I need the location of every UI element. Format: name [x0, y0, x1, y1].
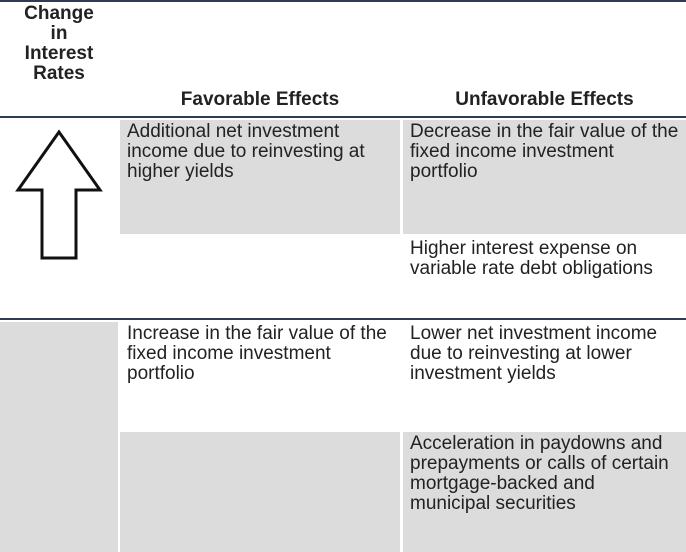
- header-unfavorable: Unfavorable Effects: [455, 89, 634, 110]
- cell-bg: [403, 120, 686, 234]
- header-favorable: Favorable Effects: [180, 89, 340, 110]
- cell-bg: [120, 432, 400, 552]
- favorable: Increase in the fair value of the fixed …: [127, 323, 387, 384]
- unfavorable: Decrease in the fair value of the fixed …: [410, 121, 679, 182]
- cell-bg: [120, 120, 400, 234]
- rule: [0, 318, 686, 320]
- up-arrow: [15, 129, 103, 260]
- favorable: Additional net investment income due to …: [127, 121, 365, 182]
- unfavorable: Lower net investment income due to reinv…: [410, 323, 658, 384]
- rule: [0, 116, 686, 118]
- rule: [0, 0, 686, 2]
- cell-bg: [0, 322, 118, 552]
- header-rate: Change in Interest Rates: [24, 3, 94, 84]
- cell-bg: [403, 432, 686, 552]
- unfavorable: Acceleration in paydowns and prepayments…: [410, 433, 669, 514]
- unfavorable: Higher interest expense on variable rate…: [410, 238, 653, 279]
